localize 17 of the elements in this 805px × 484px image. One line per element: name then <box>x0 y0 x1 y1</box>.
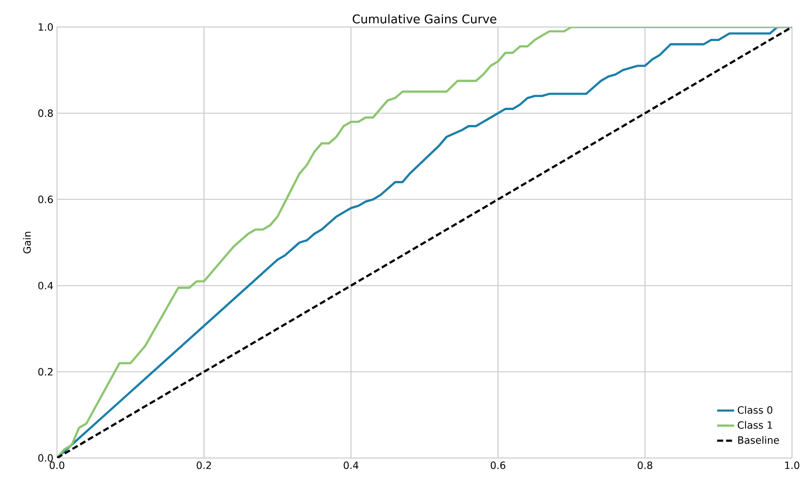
x-tick-label: 0.4 <box>344 462 358 470</box>
legend-label: Baseline <box>738 436 779 444</box>
y-tick-label: 0.6 <box>38 196 53 204</box>
legend-label: Class 0 <box>738 406 772 414</box>
y-tick-label: 1.0 <box>38 23 53 31</box>
x-tick-label: 1.0 <box>785 462 800 470</box>
y-tick-label: 0.8 <box>38 109 53 117</box>
legend-label: Class 1 <box>738 421 772 429</box>
x-tick-label: 0.8 <box>638 462 652 470</box>
x-tick-label: 0.0 <box>50 462 64 470</box>
x-tick-label: 0.6 <box>490 462 506 470</box>
x-tick-label: 0.2 <box>196 462 211 470</box>
y-tick-label: 0.2 <box>38 368 52 376</box>
chart-title: Cumulative Gains Curve <box>352 14 496 24</box>
y-axis-title: Gain <box>23 232 31 254</box>
y-tick-label: 0.4 <box>38 282 53 290</box>
y-tick-label: 0.0 <box>38 454 53 462</box>
